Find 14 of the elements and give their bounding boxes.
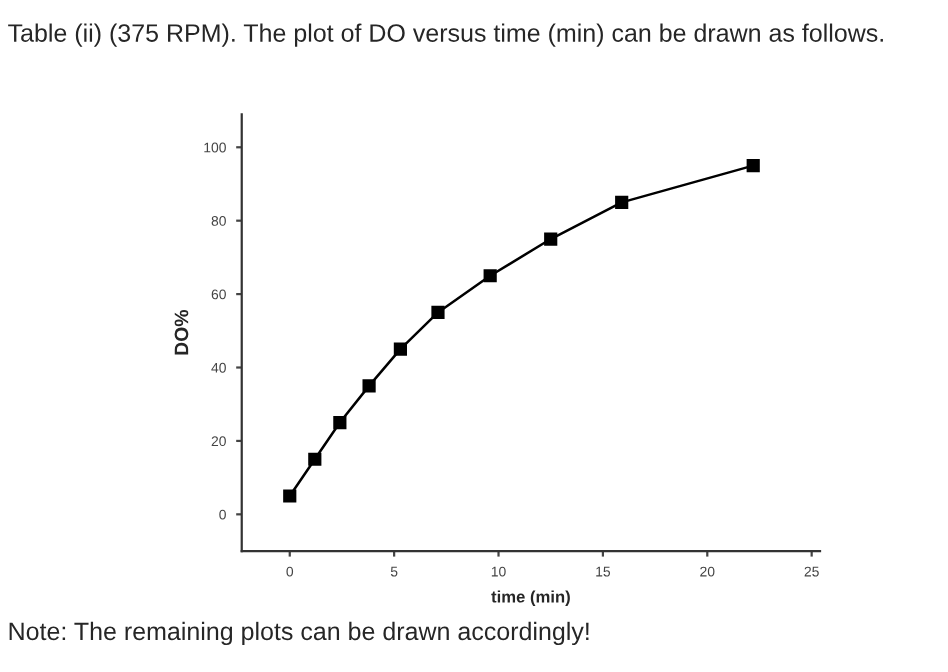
x-axis-title: time (min) — [491, 590, 570, 606]
point — [544, 232, 558, 246]
point — [746, 159, 760, 173]
point — [362, 379, 376, 393]
point — [333, 415, 347, 430]
point — [483, 269, 497, 283]
point — [431, 305, 445, 320]
point — [308, 452, 322, 466]
text: Note: The remaining plots can be drawn accordingly! — [9, 621, 589, 646]
chart-title: Table (ii) (375 RPM). The plot of DO versus time (min) can be drawn as follows. — [8, 23, 883, 47]
point — [283, 489, 297, 503]
point — [615, 195, 629, 209]
y-axis-title: DO% — [174, 309, 189, 355]
point — [393, 342, 407, 356]
